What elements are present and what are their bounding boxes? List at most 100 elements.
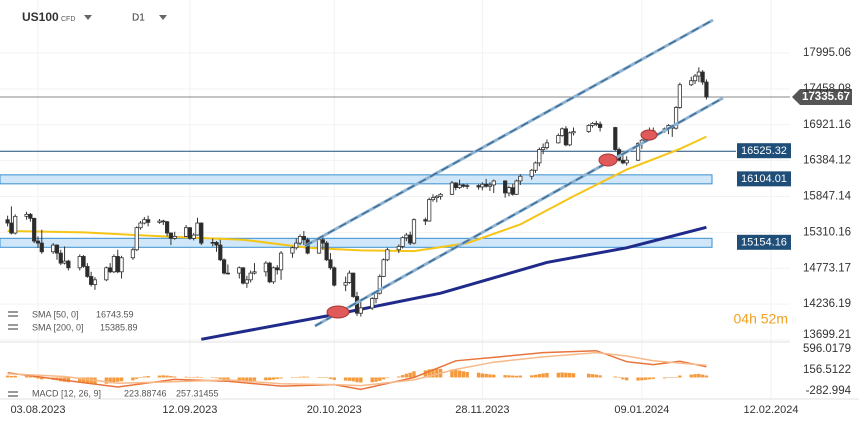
candle-body: [514, 180, 519, 195]
candle-body: [343, 282, 348, 286]
candle-body: [385, 249, 390, 261]
candle-body: [689, 80, 694, 86]
macd-histogram-bar: [670, 377, 674, 378]
macd-histogram-bar: [571, 373, 576, 378]
macd-histogram-bar: [210, 377, 215, 378]
x-tick-label: 12.09.2023: [162, 404, 217, 416]
candle-body: [9, 222, 14, 234]
macd-histogram-bar: [290, 377, 295, 378]
macd-histogram-bar: [32, 377, 36, 378]
candle-body: [597, 123, 603, 128]
level-label: 15154.16: [741, 237, 787, 249]
candle-body: [89, 276, 94, 285]
level-band: [0, 237, 713, 248]
over-layer: 16525.32 16104.01 15154.16 17335.67: [0, 18, 859, 400]
candle-body: [476, 185, 481, 188]
candle-body: [39, 242, 44, 253]
macd-histogram-bar: [13, 375, 17, 378]
legend-value: 16743.59: [96, 309, 134, 319]
candle-body: [119, 257, 124, 273]
macd-histogram-bar: [435, 368, 439, 378]
macd-histogram-bar: [131, 377, 135, 381]
macd-histogram-bar: [321, 377, 325, 378]
candle-body: [438, 193, 443, 197]
level-label-box: [737, 171, 791, 187]
macd-histogram-bar: [116, 377, 120, 382]
candle-body: [240, 267, 246, 284]
macd-histogram-bar: [264, 377, 268, 381]
candle-body: [225, 272, 230, 275]
dropdown-arrow[interactable]: [159, 15, 167, 20]
macd-histogram-bar: [78, 377, 82, 383]
macd-histogram-bar: [89, 377, 93, 385]
macd-histogram-bar: [564, 372, 568, 378]
macd-histogram-bar: [431, 368, 435, 378]
macd-histogram-bar: [450, 369, 454, 378]
macd-histogram-bar: [530, 375, 534, 378]
macd-histogram-bar: [541, 373, 545, 378]
candle-body: [537, 149, 542, 164]
macd-histogram-bar: [36, 377, 40, 379]
candle-body: [214, 242, 219, 246]
candle-body: [28, 213, 33, 219]
macd-line: [7, 351, 707, 387]
candle-body: [594, 123, 599, 125]
macd-histogram-bar: [640, 377, 644, 381]
candle-body: [434, 195, 439, 199]
macd-histogram-bar: [222, 377, 226, 380]
macd-histogram-bar: [514, 375, 519, 378]
candle-body: [111, 256, 117, 273]
candle-body: [92, 279, 98, 285]
legend-label: SMA [50, 0]: [32, 309, 79, 319]
symbol[interactable]: US100: [22, 10, 59, 24]
macd-histogram-bar: [598, 375, 602, 378]
macd-histogram-bar: [397, 376, 401, 378]
macd-histogram-bar: [385, 377, 390, 378]
macd-histogram-bar: [355, 377, 359, 383]
candle-body: [24, 213, 29, 217]
macd-histogram-bar: [332, 377, 336, 380]
candle-body: [491, 180, 496, 186]
candle-body: [518, 175, 523, 182]
x-tick-label: 09.01.2024: [614, 404, 669, 416]
candle-body: [358, 307, 363, 314]
macd-histogram-bar: [271, 377, 276, 380]
macd-histogram-bar: [343, 377, 348, 381]
macd-histogram-bar: [666, 377, 671, 378]
candle-body: [396, 246, 401, 251]
level-label-box: [737, 234, 791, 250]
candle-body: [692, 75, 698, 82]
macd-histogram-bar: [427, 369, 431, 378]
candle-body: [130, 249, 136, 259]
level-band: [0, 174, 713, 185]
macd-histogram-bar: [488, 374, 492, 378]
dropdown-arrow[interactable]: [84, 15, 92, 20]
candle-body: [301, 235, 306, 241]
macd-histogram-bar: [347, 377, 352, 381]
candle-body: [700, 71, 705, 83]
candle-body: [134, 227, 139, 251]
macd-histogram-bar: [492, 374, 496, 378]
macd-histogram-bar: [237, 377, 241, 381]
candle-body: [221, 259, 227, 274]
timeframe[interactable]: D1: [132, 13, 145, 24]
y-tick-label: 16921.16: [803, 119, 851, 131]
macd-histogram-bar: [9, 376, 14, 378]
candle-body: [252, 271, 257, 274]
candle-body: [423, 219, 428, 222]
candle-body: [544, 142, 550, 148]
macd-histogram-bar: [279, 377, 283, 379]
x-tick-label: 20.10.2023: [307, 404, 362, 416]
marker-ellipse: [326, 305, 350, 319]
macd-histogram-bar: [359, 377, 363, 383]
candle-body: [263, 262, 268, 273]
macd-histogram-bar: [108, 377, 112, 384]
candle-body: [51, 244, 56, 253]
last-price-label: 17335.67: [802, 91, 850, 103]
macd-histogram-bar: [5, 375, 10, 378]
macd-histogram-bar: [689, 374, 693, 378]
candle-body: [677, 84, 682, 108]
candle-body: [278, 252, 284, 271]
macd-histogram-bar: [85, 377, 90, 384]
